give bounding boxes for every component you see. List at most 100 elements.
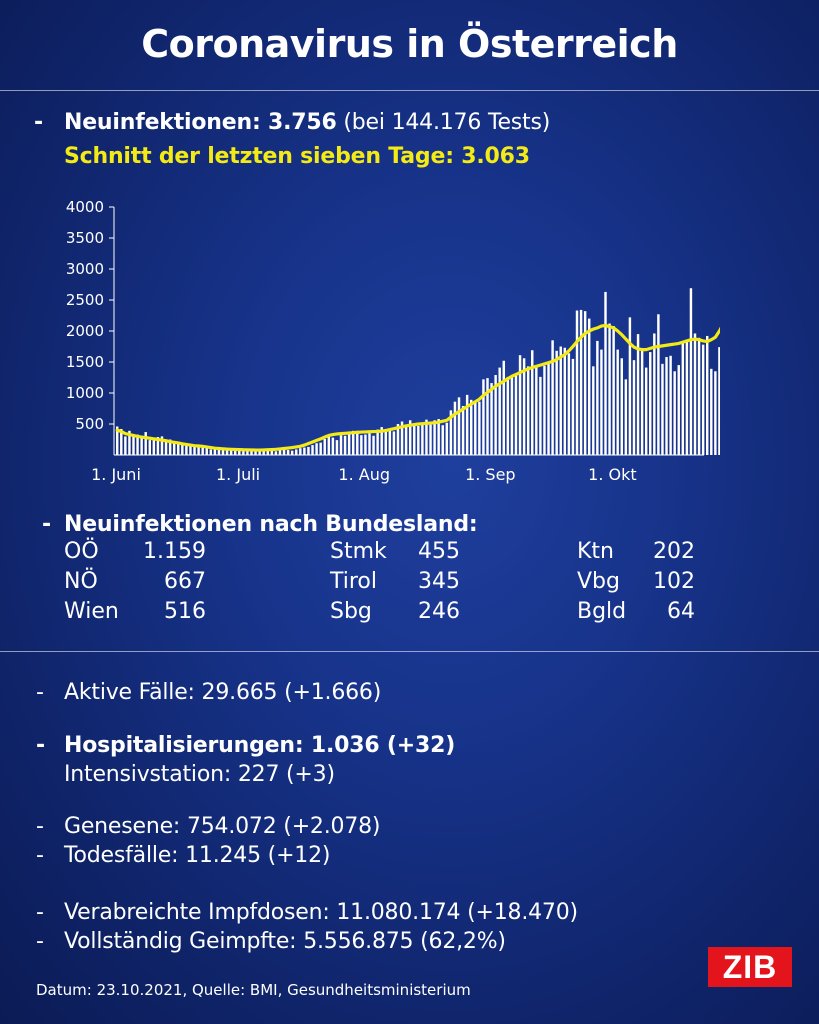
bar (185, 444, 188, 455)
bar (417, 425, 420, 455)
vaccine-doses: Verabreichte Impfdosen: 11.080.174 (+18.… (64, 900, 578, 925)
bar (234, 448, 237, 455)
bar (518, 355, 522, 455)
tests-label: (bei 144.176 Tests) (336, 110, 551, 135)
bar (364, 434, 367, 455)
bar (128, 430, 131, 455)
bar (372, 435, 375, 455)
bundesland-name: Ktn (577, 539, 614, 564)
bar (213, 448, 217, 455)
bar (303, 447, 306, 455)
bar (339, 435, 343, 455)
bar (547, 362, 550, 455)
bar (714, 371, 717, 455)
bar (116, 426, 119, 455)
bar (624, 379, 628, 455)
x-tick-label: 1. Juni (91, 465, 141, 484)
bar (620, 358, 623, 455)
bar (299, 448, 302, 455)
bar (583, 311, 587, 455)
infections-chart: 500 1000 1500 2000 2500 3000 3500 4000 1. Juni 1.… (66, 198, 720, 484)
x-tick-label: 1. Sep (465, 465, 516, 484)
bar (486, 378, 489, 455)
bar (331, 437, 335, 455)
bar (290, 450, 294, 455)
y-tick-label: 1500 (66, 353, 104, 371)
bar (205, 446, 208, 455)
bar (632, 360, 636, 455)
bundesland-value: 667 (164, 569, 206, 594)
bar (400, 421, 404, 455)
bundesland-name: Wien (64, 599, 119, 624)
bar (278, 449, 282, 455)
bar (506, 376, 510, 455)
bar (567, 353, 571, 455)
deaths: Todesfälle: 11.245 (+12) (64, 843, 331, 868)
bar (323, 438, 326, 455)
bundesland-value: 102 (653, 569, 695, 594)
bundesland-name: NÖ (64, 569, 98, 594)
page-title: Coronavirus in Österreich (141, 22, 678, 66)
bar (177, 441, 180, 455)
bundesland-name: Sbg (330, 599, 372, 624)
bar (266, 449, 269, 455)
bar (392, 431, 396, 455)
bar (270, 450, 274, 455)
bar (604, 291, 607, 455)
bar (282, 450, 286, 455)
x-tick-label: 1. Juli (216, 465, 260, 484)
bar (413, 423, 416, 455)
bar (474, 402, 477, 455)
bar (380, 427, 383, 455)
bar (388, 429, 392, 455)
bar (628, 317, 632, 455)
bar (160, 436, 164, 455)
bar (636, 334, 640, 455)
bar (539, 376, 542, 455)
bundesland-heading: Neuinfektionen nach Bundesland: (64, 512, 478, 537)
bundesland-name: OÖ (64, 539, 99, 564)
bar (445, 422, 449, 455)
bar (588, 318, 591, 455)
bullet-dash: - (36, 733, 46, 758)
y-tick-label: 4000 (66, 198, 104, 216)
bar (425, 419, 428, 455)
bar (148, 440, 151, 455)
bundesland-name: Tirol (330, 569, 378, 594)
bar (286, 450, 290, 455)
bar (522, 358, 526, 455)
bar (225, 449, 229, 455)
bar (644, 367, 648, 455)
bar (307, 446, 310, 455)
bar (470, 399, 473, 455)
bar (144, 432, 147, 455)
bar (718, 347, 720, 455)
bar (168, 439, 172, 455)
y-tick-label: 3000 (66, 260, 104, 278)
bar (600, 349, 603, 455)
bar (441, 425, 444, 455)
bar (254, 450, 257, 455)
bar (120, 428, 123, 455)
bar (421, 424, 424, 455)
bar (661, 363, 664, 455)
bar (343, 435, 347, 455)
bullet-dash: - (36, 843, 44, 868)
bar (697, 337, 701, 455)
bar (498, 367, 501, 455)
x-tick-label: 1. Okt (588, 465, 636, 484)
bullet-dash: - (34, 110, 44, 135)
bar (710, 368, 713, 455)
bar (368, 433, 371, 455)
bar (356, 430, 359, 455)
bar (482, 379, 485, 455)
bullet-dash: - (42, 512, 52, 537)
bar (665, 357, 668, 455)
bar (181, 443, 184, 455)
x-tick-label: 1. Aug (338, 465, 390, 484)
bar (681, 342, 685, 455)
bar (616, 349, 619, 455)
bundesland-value: 1.159 (143, 539, 206, 564)
fully-vaccinated: Vollständig Geimpfte: 5.556.875 (62,2%) (64, 929, 506, 954)
bar (136, 434, 139, 455)
